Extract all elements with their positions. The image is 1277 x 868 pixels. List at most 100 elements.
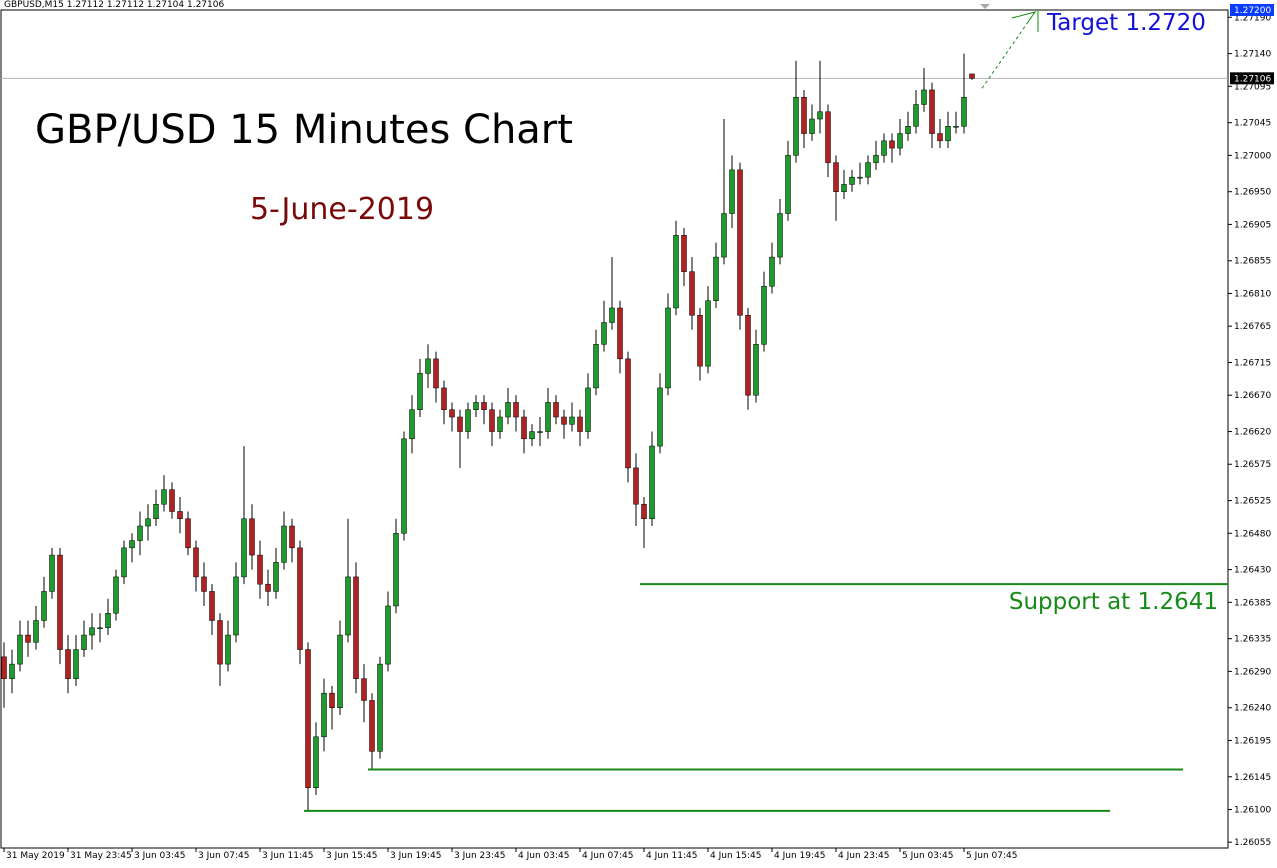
candle-body [577, 416, 583, 432]
candle-body [169, 489, 175, 512]
candle-body [945, 126, 951, 142]
support-label: Support at 1.2641 [1009, 589, 1218, 615]
candle-body [185, 518, 191, 549]
candle-body [817, 111, 823, 120]
candle-body [737, 169, 743, 316]
candle-body [785, 155, 791, 214]
candle-body [17, 634, 23, 665]
candle-body [41, 591, 47, 621]
candle-body [753, 344, 759, 396]
candle-body [425, 358, 431, 374]
x-tick-label: 4 Jun 19:45 [774, 851, 825, 861]
candle-body [273, 562, 279, 592]
candle-body [849, 176, 855, 185]
candle-body [321, 692, 327, 738]
candle-body [729, 169, 735, 214]
candle-body [625, 358, 631, 469]
candle-body [65, 649, 71, 679]
candle-body [345, 576, 351, 636]
target-arrow [981, 11, 1036, 89]
y-tick-label: 1.27190 [1234, 13, 1271, 23]
candle-body [25, 634, 31, 643]
candle-body [449, 409, 455, 418]
candle-body [401, 438, 407, 534]
candle-body [337, 634, 343, 708]
candle-body [417, 373, 423, 410]
chart-title: GBP/USD 15 Minutes Chart [35, 107, 573, 153]
candle-body [97, 627, 103, 630]
candle-body [393, 533, 399, 607]
candle-body [601, 322, 607, 345]
x-tick-label: 4 Jun 23:45 [838, 851, 889, 861]
candle-body [833, 162, 839, 192]
x-tick-label: 3 Jun 19:45 [390, 851, 441, 861]
candle-body [633, 467, 639, 505]
candle-body [513, 402, 519, 418]
chart-subtitle: 5-June-2019 [250, 192, 434, 227]
y-tick-label: 1.26290 [1234, 667, 1271, 677]
candle-body [409, 409, 415, 440]
candle-body [1, 656, 7, 679]
candle-body [377, 663, 383, 752]
candle-body [929, 89, 935, 134]
candle-body [857, 176, 863, 179]
candle-body [873, 155, 879, 163]
candle-body [769, 256, 775, 287]
y-tick-label: 1.27095 [1234, 82, 1271, 92]
candle-body [457, 416, 463, 432]
y-tick-label: 1.27140 [1234, 50, 1271, 60]
y-tick-label: 1.26670 [1234, 391, 1271, 401]
candle-body [721, 213, 727, 258]
candle-body [713, 256, 719, 301]
candle-body [745, 315, 751, 396]
candle-body [145, 518, 151, 527]
y-tick-label: 1.26100 [1234, 805, 1271, 815]
y-tick-label: 1.26765 [1234, 322, 1271, 332]
candle-body [561, 416, 567, 425]
axis-mark-label: 1.27200 [1234, 6, 1271, 16]
axis-mark-box [1230, 72, 1274, 85]
x-tick-label: 4 Jun 03:45 [518, 851, 569, 861]
candle-body [233, 576, 239, 636]
candle-body [465, 409, 471, 432]
candle-body [153, 503, 159, 520]
candle-body [225, 634, 231, 665]
candle-body [641, 503, 647, 520]
candle-body [9, 663, 15, 679]
candle-body [281, 525, 287, 563]
candle-body [441, 387, 447, 410]
candle-body [353, 576, 359, 679]
candle-body [57, 554, 63, 650]
y-tick-label: 1.26620 [1234, 428, 1271, 438]
candle-body [193, 547, 199, 578]
y-tick-label: 1.26240 [1234, 704, 1271, 714]
candle-body [257, 554, 263, 585]
candle-body [505, 402, 511, 418]
candle-body [161, 489, 167, 505]
candle-body [129, 540, 135, 549]
candle-body [313, 736, 319, 788]
candle-body [801, 96, 807, 134]
candle-body [433, 358, 439, 389]
candle-body [241, 518, 247, 578]
candle-body [537, 431, 543, 433]
candle-body [825, 111, 831, 163]
x-tick-label: 4 Jun 15:45 [710, 851, 761, 861]
candle-body [121, 547, 127, 578]
candle-body [913, 104, 919, 127]
candle-body [705, 300, 711, 367]
candle-body [681, 235, 687, 272]
candle-body [329, 692, 335, 708]
candle-body [617, 307, 623, 360]
candle-body [521, 416, 527, 440]
candle-body [905, 126, 911, 134]
candle-body [649, 445, 655, 520]
candle-body [177, 511, 183, 520]
candle-body [105, 612, 111, 629]
axis-mark-label: 1.27106 [1234, 74, 1271, 84]
candle-body [489, 409, 495, 432]
candle-body [673, 235, 679, 309]
candle-body [761, 285, 767, 345]
candle-body [369, 700, 375, 752]
